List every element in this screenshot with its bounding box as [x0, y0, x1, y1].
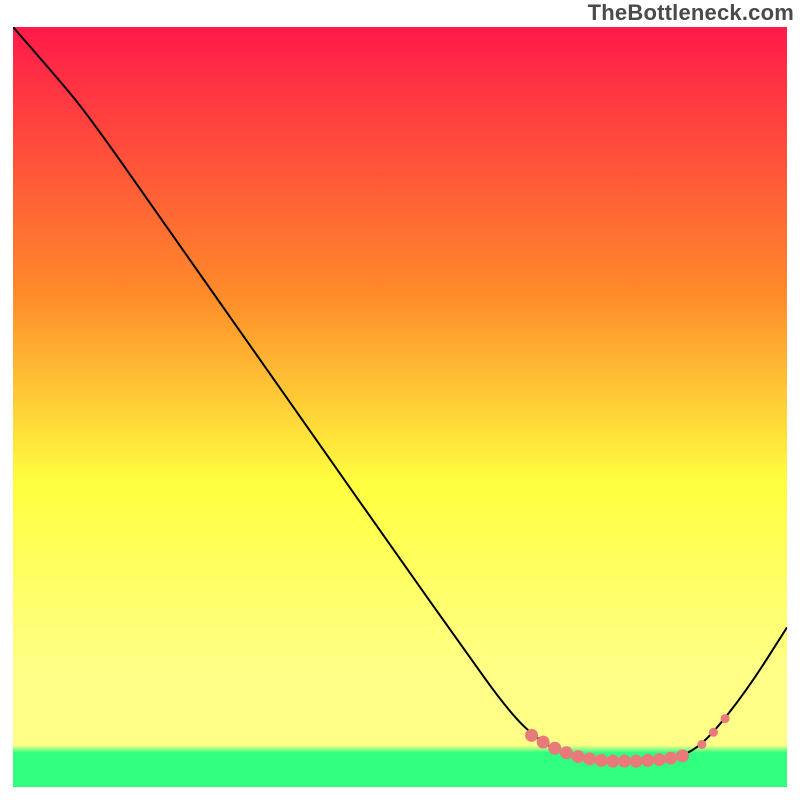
chart-marker [526, 729, 538, 741]
chart-marker [721, 715, 729, 723]
chart-marker [642, 754, 654, 766]
chart-container: TheBottleneck.com [0, 0, 800, 800]
chart-marker [698, 740, 706, 748]
chart-marker [630, 755, 642, 767]
chart-marker [653, 754, 665, 766]
chart-marker [665, 752, 677, 764]
chart-marker [607, 755, 619, 767]
chart-svg [13, 27, 787, 787]
chart-marker [560, 747, 572, 759]
watermark-text: TheBottleneck.com [588, 0, 794, 26]
chart-marker [572, 751, 584, 763]
chart-marker [709, 728, 717, 736]
chart-marker [618, 755, 630, 767]
chart-marker [595, 754, 607, 766]
chart-background [13, 27, 787, 787]
chart-marker [677, 750, 689, 762]
chart-plot-area [13, 27, 787, 787]
chart-marker [549, 742, 561, 754]
chart-marker [584, 753, 596, 765]
chart-marker [537, 736, 549, 748]
